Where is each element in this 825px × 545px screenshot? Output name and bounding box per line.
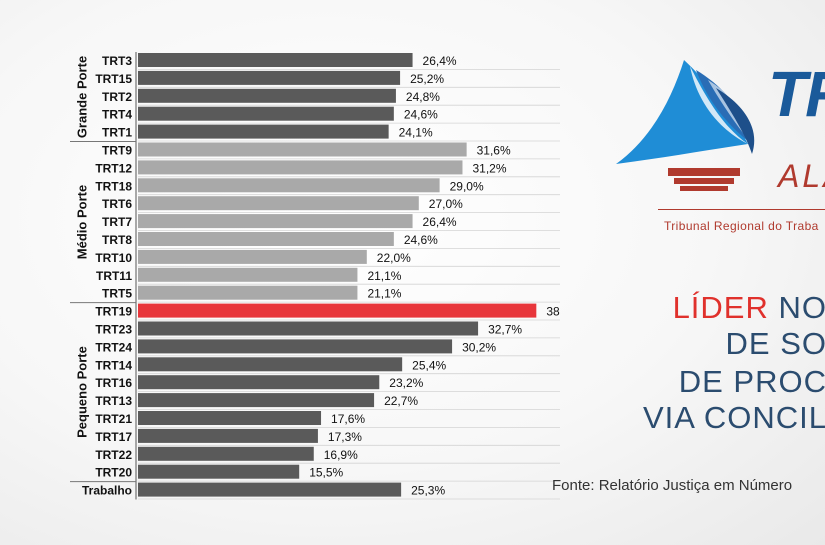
bar-trt8 (138, 232, 394, 246)
category-label: TRT17 (95, 430, 132, 444)
category-label: TRT21 (95, 412, 132, 426)
value-label: 31,2% (472, 161, 506, 175)
value-label: 29,0% (450, 179, 484, 193)
group-label: Pequeno Porte (74, 346, 90, 438)
category-label: TRT16 (95, 376, 132, 390)
category-label: TRT11 (96, 269, 132, 283)
value-label: 31,6% (477, 144, 511, 158)
bar-trt23 (138, 321, 479, 336)
value-label: 26,4% (423, 215, 457, 229)
category-label: TRT2 (102, 90, 132, 104)
category-label: TRT23 (95, 323, 132, 337)
sail-logo-icon (616, 60, 755, 191)
bar-chart: TRT3 26,4% TRT15 25,2% TRT2 24,8% TRT4 24,6% TRT… (70, 52, 560, 500)
bar-trt6 (138, 196, 419, 211)
logo-title: TR (768, 58, 825, 130)
logo-subtitle: ALA (778, 158, 825, 194)
bar-trt21 (138, 411, 322, 425)
value-label: 25,3% (411, 484, 445, 498)
headline-line-3: DE PROC (678, 364, 825, 399)
value-label: 25,4% (412, 358, 446, 372)
group-label: Médio Porte (74, 184, 90, 260)
bar-trt16 (138, 375, 380, 390)
category-label: TRT22 (95, 448, 132, 462)
category-label: TRT20 (95, 466, 132, 480)
bar-trt3 (138, 53, 413, 67)
bar-trt2 (138, 88, 396, 103)
logo-tagline: Tribunal Regional do Traba (664, 219, 819, 233)
bar-trt1 (138, 124, 389, 139)
bar-trt12 (138, 160, 463, 175)
headline-line-1-rest: NO (768, 290, 825, 325)
bar-trt10 (138, 249, 367, 264)
category-label: TRT19 (95, 305, 132, 319)
value-label: 22,0% (377, 251, 411, 265)
category-label: TRT12 (95, 161, 132, 175)
bar-trt5 (138, 285, 358, 300)
headline-leader-word: LÍDER (672, 290, 769, 325)
category-label: TRT4 (102, 108, 132, 122)
category-label: TRT9 (102, 144, 132, 158)
bar-trt22 (138, 446, 314, 461)
value-label: 15,5% (309, 466, 343, 480)
value-label: 24,6% (404, 233, 438, 247)
category-label: TRT13 (95, 394, 132, 408)
value-label: 16,9% (324, 448, 358, 462)
category-label: TRT10 (95, 251, 132, 265)
bar-trt20 (138, 464, 300, 479)
bar-trt4 (138, 106, 394, 121)
value-label: 21,1% (367, 269, 401, 283)
category-label: TRT8 (102, 233, 132, 247)
category-label: TRT15 (95, 72, 132, 86)
bar-trt14 (138, 357, 403, 372)
headline-line-2: DE SO (725, 326, 825, 361)
value-label: 22,7% (384, 394, 418, 408)
trt-logo (612, 58, 825, 248)
bar-trt15 (138, 70, 401, 85)
value-label: 24,8% (406, 90, 440, 104)
value-label: 23,2% (389, 376, 423, 390)
value-label: 21,1% (367, 287, 401, 301)
category-label: Trabalho (82, 484, 132, 498)
category-label: TRT1 (102, 126, 132, 140)
value-label: 27,0% (429, 197, 463, 211)
headline-line-4: VIA CONCIL (643, 400, 825, 435)
category-label: TRT18 (95, 179, 132, 193)
bar-trt7 (138, 214, 413, 229)
value-label: 24,6% (404, 108, 438, 122)
bar-trt9 (138, 142, 467, 157)
bar-trt17 (138, 428, 318, 443)
value-label: 38,3% (546, 305, 560, 319)
value-label: 26,4% (423, 54, 457, 68)
value-label: 30,2% (462, 340, 496, 354)
category-label: TRT6 (102, 197, 132, 211)
bar-trabalho (138, 482, 402, 497)
bar-trt13 (138, 393, 375, 408)
value-label: 17,6% (331, 412, 365, 426)
category-label: TRT14 (95, 358, 132, 372)
bar-trt19 (138, 303, 537, 318)
category-label: TRT24 (95, 340, 132, 354)
category-label: TRT3 (102, 54, 132, 68)
value-label: 24,1% (399, 126, 433, 140)
value-label: 32,7% (488, 323, 522, 337)
value-label: 17,3% (328, 430, 362, 444)
group-label: Grande Porte (74, 55, 90, 138)
headline-line-1: LÍDER NO (673, 292, 825, 323)
value-label: 25,2% (410, 72, 444, 86)
category-label: TRT5 (102, 287, 132, 301)
source-note: Fonte: Relatório Justiça em Número (552, 477, 793, 494)
category-label: TRT7 (102, 215, 132, 229)
logo-divider (658, 209, 825, 210)
bar-trt18 (138, 178, 440, 193)
bar-trt24 (138, 339, 453, 354)
bar-trt11 (138, 267, 358, 282)
